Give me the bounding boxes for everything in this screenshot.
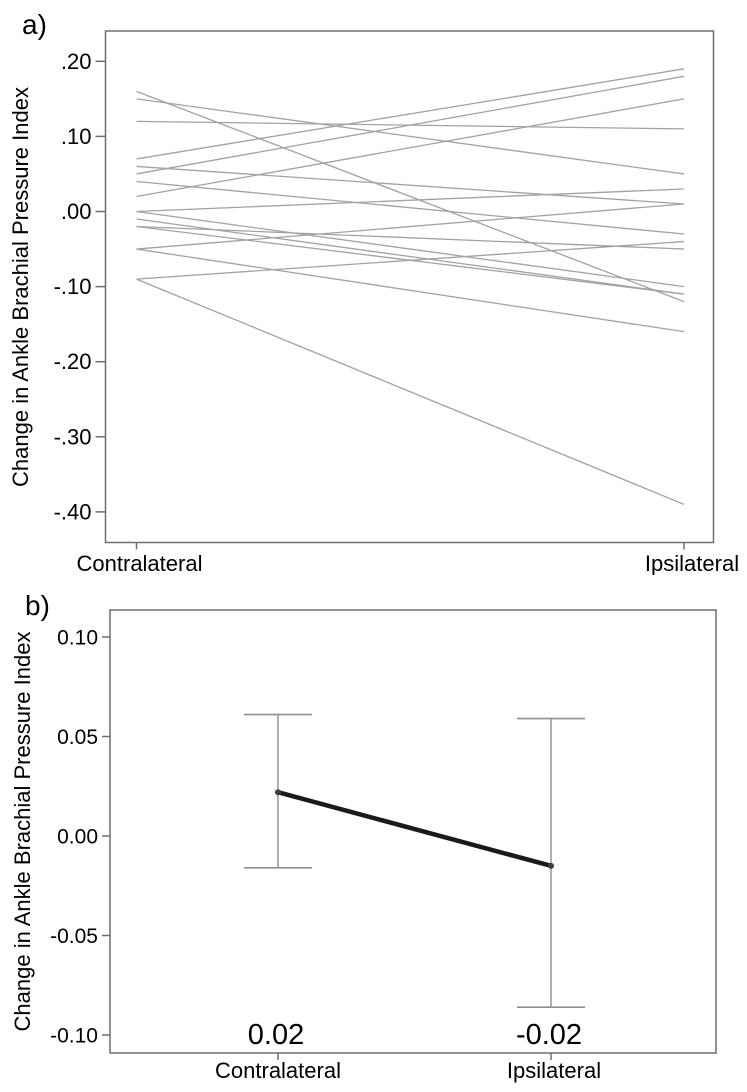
patient-line [136,278,685,505]
y-axis-title: Change in Ankle Brachial Pressure Index [8,87,33,487]
patient-line [136,75,685,175]
mean-value-label: -0.02 [516,1019,582,1051]
patient-line [136,240,685,280]
panel-a-label: a) [22,9,47,40]
mean-point [548,862,554,869]
mean-point [275,789,281,796]
y-tick-label: -0.10 [50,1025,98,1048]
x-category-label: Contralateral [215,1058,341,1083]
y-tick-label: -.40 [54,499,92,524]
patient-line [136,180,685,235]
y-tick-label: -.30 [54,424,92,449]
patient-line [136,98,685,175]
x-category-label: Ipsilateral [507,1058,601,1083]
mean-value-label: 0.02 [248,1019,304,1051]
patient-line [136,218,685,295]
y-tick-label: -.10 [54,274,92,299]
y-tick-label: .20 [61,49,92,74]
patient-line [136,203,685,250]
patient-line [136,248,685,333]
plot-border [109,609,717,1054]
x-category-label: Contralateral [77,551,203,575]
mean-connector-line [275,789,554,869]
x-category-label: Ipsilateral [645,551,739,575]
y-tick-label: -0.05 [50,925,98,948]
patient-line [136,188,685,213]
y-tick-label: .00 [61,199,92,224]
y-axis-title: Change in Ankle Brachial Pressure Index [10,632,35,1032]
panel-b-chart: 0.10 0.05 0.00 -0.05 -0.10 Contralateral Ipsil… [10,609,717,1083]
y-tick-label: -.20 [54,349,92,374]
y-tick-label: .10 [61,124,92,149]
patient-line [136,98,685,198]
panel-a-chart: .20 .10 .00 -.10 -.20 -.30 -.40 Contralateral Ip… [8,30,739,575]
patient-line [136,225,685,250]
patient-line [136,90,685,303]
patient-line [136,210,685,288]
patient-line [136,68,685,160]
y-tick-label: 0.10 [57,627,98,650]
y-tick-label: 0.00 [57,826,98,849]
patient-line [136,165,685,205]
y-tick-label: 0.05 [57,726,98,749]
panel-b-label: b) [25,590,50,621]
